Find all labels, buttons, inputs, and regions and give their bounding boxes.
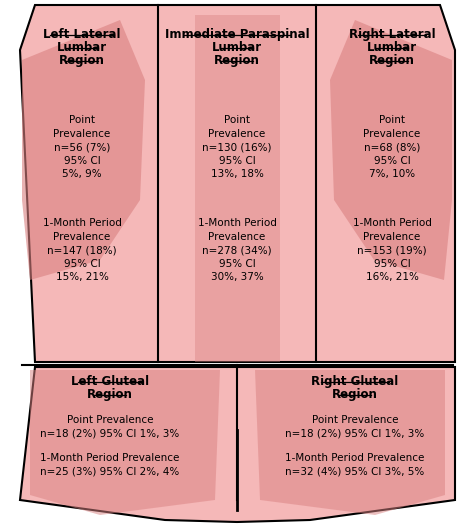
- Text: Point Prevalence
n=18 (2%) 95% CI 1%, 3%: Point Prevalence n=18 (2%) 95% CI 1%, 3%: [40, 415, 180, 439]
- Text: Right Gluteal: Right Gluteal: [311, 375, 399, 388]
- Text: Lumbar: Lumbar: [57, 41, 107, 54]
- Polygon shape: [330, 20, 452, 280]
- Text: Region: Region: [369, 54, 415, 67]
- Text: Point
Prevalence
n=56 (7%)
95% CI
5%, 9%: Point Prevalence n=56 (7%) 95% CI 5%, 9%: [54, 115, 110, 179]
- Text: 1-Month Period Prevalence
n=32 (4%) 95% CI 3%, 5%: 1-Month Period Prevalence n=32 (4%) 95% …: [285, 453, 425, 477]
- Text: 1-Month Period
Prevalence
n=278 (34%)
95% CI
30%, 37%: 1-Month Period Prevalence n=278 (34%) 95…: [198, 218, 276, 282]
- Text: Region: Region: [87, 388, 133, 401]
- Text: 1-Month Period
Prevalence
n=153 (19%)
95% CI
16%, 21%: 1-Month Period Prevalence n=153 (19%) 95…: [353, 218, 431, 282]
- Text: Point
Prevalence
n=130 (16%)
95% CI
13%, 18%: Point Prevalence n=130 (16%) 95% CI 13%,…: [202, 115, 272, 179]
- Polygon shape: [20, 5, 455, 362]
- Polygon shape: [255, 370, 445, 515]
- Polygon shape: [195, 15, 280, 362]
- Text: Right Lateral: Right Lateral: [349, 28, 435, 41]
- Text: Immediate Paraspinal: Immediate Paraspinal: [164, 28, 310, 41]
- Text: 1-Month Period
Prevalence
n=147 (18%)
95% CI
15%, 21%: 1-Month Period Prevalence n=147 (18%) 95…: [43, 218, 121, 282]
- Text: Region: Region: [59, 54, 105, 67]
- Text: Left Lateral: Left Lateral: [43, 28, 121, 41]
- Text: Lumbar: Lumbar: [367, 41, 417, 54]
- Text: 1-Month Period Prevalence
n=25 (3%) 95% CI 2%, 4%: 1-Month Period Prevalence n=25 (3%) 95% …: [40, 453, 180, 477]
- Text: Point Prevalence
n=18 (2%) 95% CI 1%, 3%: Point Prevalence n=18 (2%) 95% CI 1%, 3%: [285, 415, 425, 439]
- Text: Region: Region: [214, 54, 260, 67]
- Text: Lumbar: Lumbar: [212, 41, 262, 54]
- Polygon shape: [20, 367, 455, 522]
- Polygon shape: [30, 370, 220, 515]
- Text: Region: Region: [332, 388, 378, 401]
- Polygon shape: [22, 20, 145, 280]
- Text: Left Gluteal: Left Gluteal: [71, 375, 149, 388]
- Text: Point
Prevalence
n=68 (8%)
95% CI
7%, 10%: Point Prevalence n=68 (8%) 95% CI 7%, 10…: [364, 115, 420, 179]
